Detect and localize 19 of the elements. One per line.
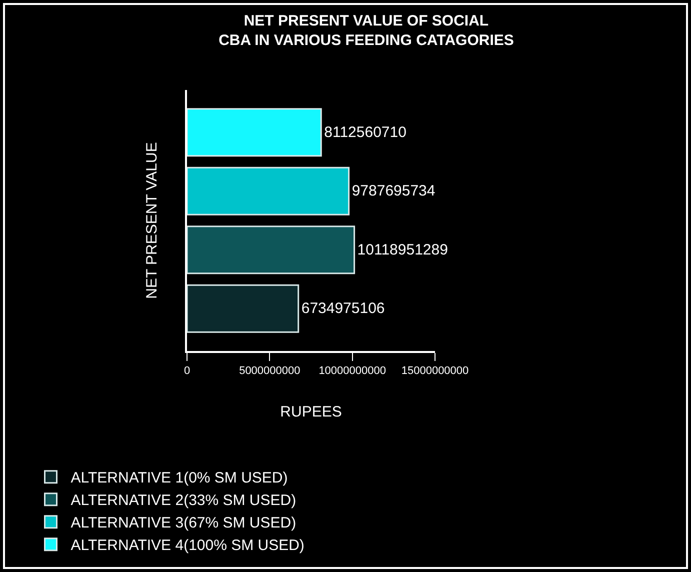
x-tick-label: 10000000000 (318, 364, 386, 377)
data-label: 8112560710 (324, 124, 406, 141)
legend-label: ALTERNATIVE 3(67% SM USED) (70, 514, 296, 532)
data-label: 9787695734 (352, 182, 436, 200)
x-tick-label: 5000000000 (239, 364, 300, 377)
x-tick-label: 15000000000 (401, 364, 469, 377)
x-tick-label: 0 (184, 364, 190, 377)
bar (187, 284, 300, 333)
bar (187, 166, 350, 216)
bar (187, 226, 356, 274)
bar (187, 108, 322, 157)
legend-label: ALTERNATIVE 4(100% SM USED) (70, 537, 304, 554)
data-label: 6734975106 (301, 300, 385, 318)
legend-label: ALTERNATIVE 2(33% SM USED) (70, 492, 296, 510)
x-axis-title: RUPEES (280, 403, 342, 420)
legend-label: ALTERNATIVE 1(0% SM USED) (70, 470, 288, 487)
chart-title: NET PRESENT VALUE OF SOCIAL CBA IN VARIOUS FEEDING CATAGORIES (218, 12, 514, 50)
y-axis-title: NET PRESENT VALUE (144, 142, 161, 299)
data-label: 10118951289 (357, 241, 448, 258)
